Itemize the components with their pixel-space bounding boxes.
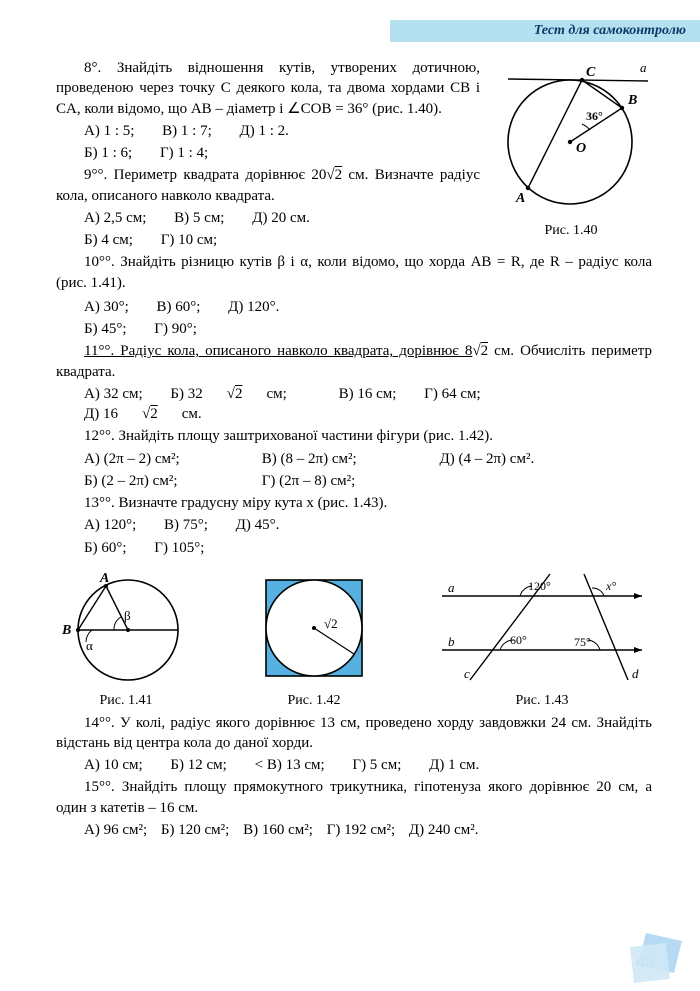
fig140-label-a: a	[640, 60, 647, 75]
q10-row1: А) 30°; В) 60°; Д) 120°.	[84, 297, 652, 317]
q11-B: В) 16 см;	[339, 384, 397, 404]
q13-row2: Б) 60°; Г) 105°;	[84, 538, 652, 558]
fig140-angle: 36°	[586, 109, 603, 123]
q9-pre: 9°°. Периметр квадрата дорівнює 20	[84, 167, 326, 183]
q13-A: А) 120°;	[84, 515, 136, 535]
q11-pre: 11°°. Радіус кола, описаного навколо ква…	[84, 343, 472, 359]
svg-text:b: b	[448, 634, 455, 649]
q8-B: В) 1 : 7;	[162, 121, 212, 141]
q10-Bb: Б) 45°;	[84, 319, 127, 339]
q11-text: 11°°. Радіус кола, описаного навколо ква…	[56, 341, 652, 382]
fig140-caption: Рис. 1.40	[490, 222, 652, 241]
q8-Bb: Б) 1 : 6;	[84, 143, 132, 163]
svg-text:α: α	[86, 638, 93, 653]
q11-G: Г) 64 см;	[424, 384, 480, 404]
fig143-caption: Рис. 1.43	[432, 692, 652, 711]
q14-row: А) 10 см; Б) 12 см; < В) 13 см; Г) 5 см;…	[84, 755, 652, 775]
q8-D: Д) 1 : 2.	[240, 121, 289, 141]
q9-A: А) 2,5 см;	[84, 208, 146, 228]
q12-G: Г) (2π – 8) см²;	[262, 471, 356, 491]
svg-text:a: a	[448, 580, 455, 595]
figure-1-40: a C B O A 36° Рис. 1.40	[490, 60, 652, 241]
q15-G: Г) 192 см²;	[327, 820, 395, 840]
q15-text: 15°°. Знайдіть площу прямокутного трикут…	[56, 777, 652, 818]
figure-1-42: √2 Рис. 1.42	[254, 568, 374, 711]
q14-Bb: Б) 12 см;	[170, 755, 226, 775]
svg-text:B: B	[61, 623, 71, 638]
q15-A: А) 96 см²;	[84, 820, 147, 840]
fig142-svg: √2	[254, 568, 374, 688]
fig143-svg: a b c d 120° x° 60° 75°	[432, 568, 652, 688]
q9-Bb: Б) 4 см;	[84, 230, 133, 250]
fig140-label-c: C	[586, 65, 596, 80]
q11-row: А) 32 см; Б) 32√2 см; В) 16 см; Г) 64 см…	[84, 384, 652, 425]
q11-Bb: Б) 32√2 см;	[170, 384, 310, 404]
q10-A: А) 30°;	[84, 297, 129, 317]
fig140-label-o: O	[576, 141, 586, 156]
q14-G: Г) 5 см;	[352, 755, 401, 775]
fig141-caption: Рис. 1.41	[56, 692, 196, 711]
corner-decoration-icon	[612, 927, 692, 991]
q12-D: Д) (4 – 2π) см².	[440, 449, 535, 469]
q15-Bb: Б) 120 см²;	[161, 820, 229, 840]
q13-G: Г) 105°;	[154, 538, 204, 558]
q8-G: Г) 1 : 4;	[160, 143, 208, 163]
q15-B: В) 160 см²;	[243, 820, 313, 840]
svg-text:c: c	[464, 666, 470, 681]
q12-Bb: Б) (2 – 2π) см²;	[84, 471, 234, 491]
q8-A: А) 1 : 5;	[84, 121, 134, 141]
svg-text:A: A	[99, 571, 109, 586]
q15-D: Д) 240 см².	[409, 820, 479, 840]
q14-text: 14°°. У колі, радіус якого дорівнює 13 с…	[56, 713, 652, 754]
page-content: a C B O A 36° Рис. 1.40 8°. Знайдіть від…	[56, 56, 652, 842]
svg-text:75°: 75°	[574, 635, 591, 649]
q9-G: Г) 10 см;	[161, 230, 217, 250]
figure-1-43: a b c d 120° x° 60° 75° Рис. 1.43	[432, 568, 652, 711]
svg-text:60°: 60°	[510, 633, 527, 647]
q11-sqrt: 2	[481, 343, 489, 359]
q11-A: А) 32 см;	[84, 384, 143, 404]
q9-B: В) 5 см;	[174, 208, 224, 228]
svg-text:β: β	[124, 608, 131, 623]
q12-row1: А) (2π – 2) см²; В) (8 – 2π) см²; Д) (4 …	[84, 449, 652, 469]
fig140-label-A: A	[515, 191, 525, 206]
q10-B: В) 60°;	[157, 297, 201, 317]
q14-A: А) 10 см;	[84, 755, 143, 775]
q10-D: Д) 120°.	[228, 297, 279, 317]
q9-sqrt: 2	[335, 167, 343, 183]
q13-row1: А) 120°; В) 75°; Д) 45°.	[84, 515, 652, 535]
q11-D: Д) 16√2 см.	[84, 404, 226, 424]
figure-1-41: A B β α Рис. 1.41	[56, 568, 196, 711]
q14-D: Д) 1 см.	[429, 755, 479, 775]
svg-text:d: d	[632, 666, 639, 681]
q14-B: В) 13 см;	[267, 755, 325, 775]
q13-D: Д) 45°.	[236, 515, 280, 535]
q10-G: Г) 90°;	[154, 319, 197, 339]
fig141-svg: A B β α	[56, 568, 196, 688]
q13-Bb: Б) 60°;	[84, 538, 127, 558]
fig140-svg: a C B O A 36°	[490, 60, 652, 218]
svg-text:120°: 120°	[528, 579, 551, 593]
q12-row2: Б) (2 – 2π) см²; Г) (2π – 8) см²;	[84, 471, 652, 491]
q13-B: В) 75°;	[164, 515, 208, 535]
q9-D: Д) 20 см.	[252, 208, 310, 228]
q12-A: А) (2π – 2) см²;	[84, 449, 234, 469]
q13-text: 13°°. Визначте градусну міру кута x (рис…	[56, 493, 652, 513]
svg-text:√2: √2	[324, 616, 338, 631]
q15-row: А) 96 см²; Б) 120 см²; В) 160 см²; Г) 19…	[84, 820, 652, 840]
header-bar: Тест для самоконтролю	[390, 20, 700, 42]
q10-row2: Б) 45°; Г) 90°;	[84, 319, 652, 339]
fig142-caption: Рис. 1.42	[254, 692, 374, 711]
q12-B: В) (8 – 2π) см²;	[262, 449, 412, 469]
q12-text: 12°°. Знайдіть площу заштрихованої части…	[56, 426, 652, 446]
fig140-label-b: B	[627, 93, 637, 108]
figure-row: A B β α Рис. 1.41 √2 Рис. 1.42	[56, 568, 652, 711]
q10-text: 10°°. Знайдіть різницю кутів β і α, коли…	[56, 252, 652, 293]
svg-text:x°: x°	[605, 579, 616, 593]
